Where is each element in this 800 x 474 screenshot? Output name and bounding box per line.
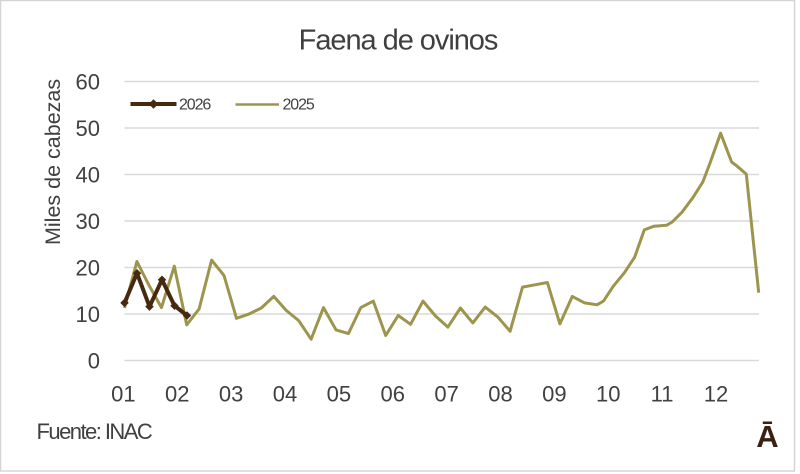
svg-text:07: 07 bbox=[434, 382, 458, 407]
svg-text:Ā: Ā bbox=[756, 419, 778, 454]
svg-text:04: 04 bbox=[273, 382, 297, 407]
svg-text:40: 40 bbox=[76, 162, 100, 187]
svg-text:60: 60 bbox=[76, 69, 100, 94]
svg-text:01: 01 bbox=[111, 382, 135, 407]
svg-text:50: 50 bbox=[76, 116, 100, 141]
svg-text:08: 08 bbox=[488, 382, 512, 407]
svg-text:11: 11 bbox=[651, 382, 674, 407]
svg-text:2026: 2026 bbox=[179, 97, 211, 114]
svg-text:05: 05 bbox=[327, 382, 351, 407]
svg-text:0: 0 bbox=[88, 348, 100, 373]
svg-text:09: 09 bbox=[542, 382, 566, 407]
svg-text:20: 20 bbox=[76, 255, 100, 280]
svg-text:Miles de cabezas: Miles de cabezas bbox=[41, 79, 65, 245]
svg-text:30: 30 bbox=[76, 209, 100, 234]
svg-text:10: 10 bbox=[596, 382, 620, 407]
svg-text:10: 10 bbox=[76, 302, 100, 327]
svg-text:Fuente: INAC: Fuente: INAC bbox=[37, 419, 153, 444]
svg-text:2025: 2025 bbox=[283, 97, 315, 114]
svg-text:Faena de ovinos: Faena de ovinos bbox=[299, 24, 498, 56]
svg-text:12: 12 bbox=[704, 382, 728, 407]
svg-text:06: 06 bbox=[381, 382, 405, 407]
svg-text:03: 03 bbox=[219, 382, 243, 407]
svg-text:02: 02 bbox=[165, 382, 189, 407]
